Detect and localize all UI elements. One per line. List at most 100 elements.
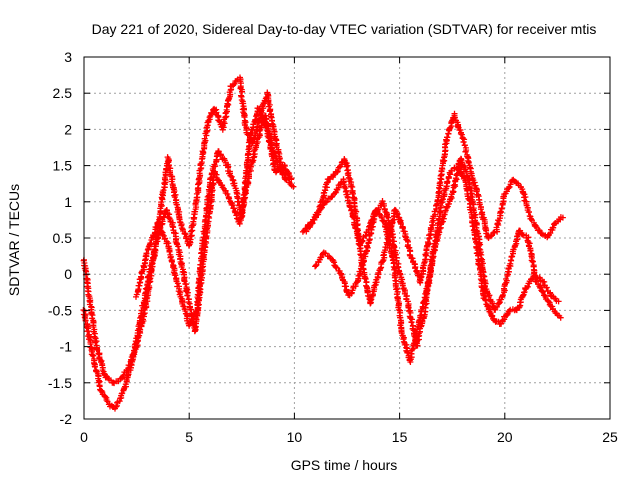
data-point (503, 276, 509, 282)
data-point (396, 306, 402, 313)
data-point (166, 248, 173, 255)
x-tick-label: 0 (80, 429, 88, 445)
series-track-4 (299, 110, 566, 307)
data-point (367, 297, 374, 304)
y-tick-label: 1 (64, 194, 72, 210)
data-point (89, 352, 96, 359)
y-tick-label: -1.5 (48, 375, 72, 391)
data-point (102, 393, 109, 400)
data-point (547, 292, 554, 299)
data-point (529, 258, 536, 265)
data-point (422, 251, 429, 258)
x-tick-label: 15 (392, 429, 408, 445)
data-point (132, 341, 139, 348)
y-tick-label: -1 (60, 339, 73, 355)
data-point (142, 257, 148, 264)
data-point (333, 264, 340, 271)
data-point (230, 82, 237, 89)
y-tick-label: -0.5 (48, 302, 72, 318)
data-point (168, 178, 175, 185)
data-point (303, 228, 310, 235)
data-point (502, 281, 508, 287)
data-point (334, 169, 341, 176)
data-point (444, 178, 451, 185)
data-point (559, 214, 566, 221)
data-point (256, 128, 263, 134)
data-point (449, 188, 456, 195)
x-tick-label: 25 (602, 429, 618, 445)
data-point (172, 272, 179, 279)
data-point (550, 224, 557, 231)
series-track-2 (80, 105, 295, 412)
y-tick-label: 0 (64, 266, 72, 282)
data-point (174, 280, 181, 287)
data-point (500, 292, 506, 298)
data-point (362, 276, 369, 282)
data-point (233, 212, 240, 219)
y-tick-labels: -2 -1.5 -1 -0.5 0 0.5 1 1.5 2 2.5 3 (48, 49, 72, 427)
data-point (92, 363, 98, 370)
data-point (394, 211, 401, 218)
data-point (332, 264, 339, 271)
data-point (391, 266, 398, 273)
data-point (231, 182, 238, 189)
data-point (441, 211, 448, 218)
data-point (517, 227, 524, 234)
data-point (323, 198, 330, 205)
data-point (528, 215, 534, 222)
data-point (421, 260, 428, 267)
data-point (254, 123, 261, 130)
data-point (351, 221, 358, 228)
data-point (442, 141, 449, 148)
data-point (371, 282, 378, 289)
data-point (424, 239, 431, 245)
data-point (173, 201, 180, 208)
data-point (409, 346, 416, 353)
data-point (164, 154, 171, 161)
data-point (487, 233, 494, 240)
data-point (238, 209, 245, 216)
data-point (539, 288, 546, 295)
data-point (467, 164, 473, 171)
data-point (170, 264, 176, 271)
data-point (547, 230, 554, 237)
data-point (343, 163, 350, 170)
data-point (520, 190, 527, 197)
data-point (475, 191, 481, 198)
data-point (322, 199, 329, 206)
data-point (306, 224, 313, 231)
data-point (354, 234, 361, 241)
data-point (205, 213, 212, 220)
y-tick-label: 1.5 (53, 158, 73, 174)
y-tick-label: 2.5 (53, 85, 73, 101)
data-point (266, 132, 273, 139)
chart-title: Day 221 of 2020, Sidereal Day-to-day VTE… (92, 21, 597, 37)
data-point (290, 183, 297, 190)
axis-ticks (83, 56, 611, 420)
data-point (377, 265, 384, 272)
data-point (555, 298, 562, 305)
x-tick-label: 20 (497, 429, 513, 445)
data-point (404, 349, 411, 356)
data-point (113, 403, 119, 410)
data-point (428, 225, 435, 232)
data-point (382, 223, 389, 230)
data-point (286, 176, 293, 183)
x-tick-label: 5 (185, 429, 193, 445)
data-point (190, 313, 197, 320)
data-point (436, 180, 443, 187)
x-tick-labels: 0 5 10 15 20 25 (80, 429, 618, 445)
data-point (525, 209, 532, 216)
data-point (381, 202, 387, 209)
data-point (460, 139, 467, 146)
data-point (171, 194, 178, 201)
data-point (406, 357, 413, 364)
data-point (184, 292, 191, 299)
x-tick-label: 10 (287, 429, 303, 445)
data-point (457, 130, 464, 137)
data-point (352, 225, 359, 232)
data-point (557, 314, 564, 321)
data-point (543, 284, 550, 291)
data-point (281, 171, 288, 178)
y-tick-label: -2 (60, 411, 73, 427)
